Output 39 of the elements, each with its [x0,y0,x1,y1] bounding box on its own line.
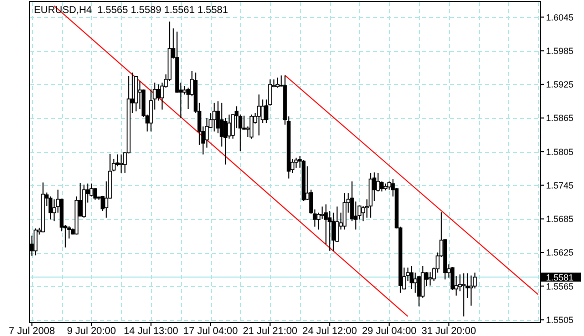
candlestick [227,114,232,140]
x-tick-label: 31 Jul 20:00 [422,326,476,336]
y-tick-label: 1.5685 [546,214,574,224]
x-tick-label: 24 Jul 12:00 [302,326,358,336]
candlestick [112,158,116,172]
candlestick [257,94,261,136]
x-tick-label: 29 Jul 04:00 [362,326,417,336]
y-tick-label: 1.5805 [546,146,574,157]
y-tick-label: 1.5745 [546,180,574,190]
x-tick-label: 9 Jul 20:00 [66,326,116,336]
x-tick-label: 21 Jul 21:00 [242,326,298,336]
y-tick-label: 1.5505 [546,314,574,325]
y-tick-label: 1.5565 [546,281,574,292]
y-tick-label: 1.6045 [546,12,574,22]
candlestick [156,84,160,102]
candlestick [417,276,421,307]
x-tick-label: 14 Jul 13:00 [124,326,179,336]
candlestick [420,265,425,298]
y-tick-label: 1.5625 [546,248,574,258]
x-tick-label: 17 Jul 04:00 [183,326,238,336]
y-tick-label: 1.5925 [546,80,574,90]
x-tick-label: 7 Jul 2008 [8,326,56,336]
candlestick [320,206,324,220]
candlestick [93,188,98,200]
candlestick [462,272,466,317]
candlestick [34,228,38,256]
candlestick [276,77,280,88]
y-tick-label: 1.5865 [546,113,574,124]
candlestick [48,196,52,220]
ref-line-label: 1.5581 [546,272,574,282]
candlestick [410,265,414,290]
y-tick-label: 1.5985 [546,46,574,56]
candlestick [380,180,384,192]
candlestick [413,272,418,294]
candlestick [119,154,124,174]
candlestick [250,114,254,140]
candlestick [212,102,216,132]
candlestick [469,274,474,306]
candlestick [342,192,346,230]
